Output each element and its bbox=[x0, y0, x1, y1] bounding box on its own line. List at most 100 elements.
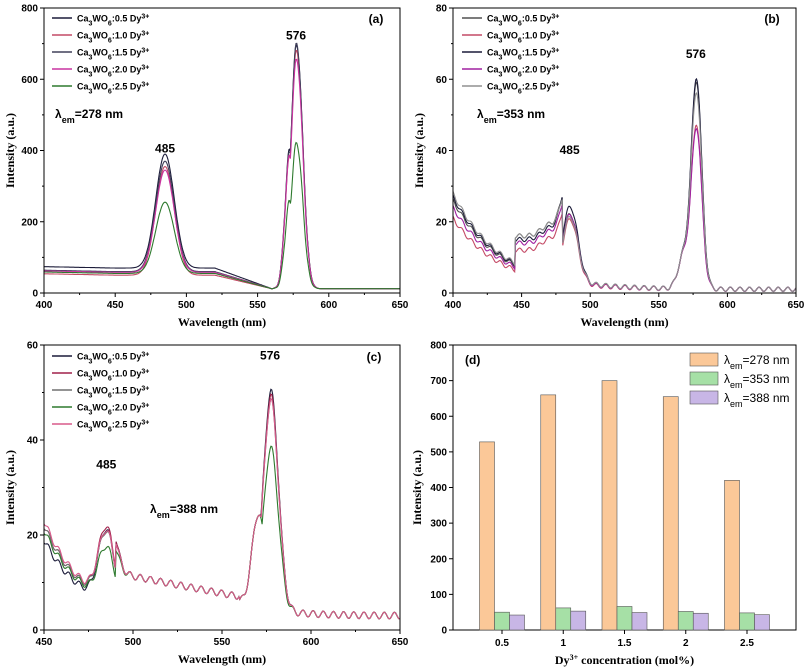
text-span: 3+ bbox=[551, 81, 559, 88]
excitation-label: λem=353 nm bbox=[477, 107, 545, 125]
peak-label: 576 bbox=[286, 28, 306, 42]
x-tick-label: 1.5 bbox=[618, 638, 632, 649]
text-span: 6 bbox=[518, 20, 522, 27]
text-span: 6 bbox=[108, 20, 112, 27]
legend-entry: Ca3WO6:2.0 Dy3+ bbox=[77, 402, 149, 416]
text-span: WO bbox=[502, 31, 518, 41]
legend-entry: λem=278 nm bbox=[724, 353, 790, 371]
y-tick-label: 0 bbox=[32, 289, 38, 300]
y-tick-label: 200 bbox=[21, 217, 38, 228]
legend-entry: Ca3WO6:2.5 Dy3+ bbox=[487, 81, 559, 95]
text-span: em bbox=[157, 510, 170, 520]
y-tick-label: 20 bbox=[436, 217, 448, 228]
legend-entry: Ca3WO6:1.0 Dy3+ bbox=[77, 368, 149, 382]
bar-2-1 bbox=[677, 611, 694, 631]
y-tick-label: 800 bbox=[21, 4, 38, 15]
text-span: :1.5 Dy bbox=[112, 48, 142, 58]
text-span: 6 bbox=[108, 392, 112, 399]
panel-label: (b) bbox=[764, 12, 779, 26]
bar-2-0 bbox=[662, 396, 679, 631]
text-span: Ca bbox=[77, 420, 89, 430]
text-span: Ca bbox=[77, 403, 89, 413]
text-span: WO bbox=[92, 82, 108, 92]
text-span: :0.5 Dy bbox=[112, 14, 142, 24]
text-span: Ca bbox=[487, 82, 499, 92]
y-tick-label: 100 bbox=[430, 590, 447, 601]
text-span: :0.5 Dy bbox=[522, 14, 552, 24]
text-span: 3 bbox=[499, 88, 503, 95]
x-tick-label: 1 bbox=[560, 638, 566, 649]
text-span: Ca bbox=[77, 14, 89, 24]
series-line-2.0 bbox=[44, 58, 400, 290]
text-span: concentration (mol%) bbox=[578, 653, 694, 667]
text-span: Ca bbox=[77, 31, 89, 41]
y-tick-label: 400 bbox=[21, 146, 38, 157]
text-span: 3+ bbox=[141, 419, 149, 426]
series-line-2.0 bbox=[43, 445, 400, 620]
bar-1-0 bbox=[540, 394, 557, 631]
text-span: 6 bbox=[108, 54, 112, 61]
y-tick-label: 40 bbox=[27, 436, 39, 447]
panel-label: (a) bbox=[369, 12, 384, 26]
series-line-2.5 bbox=[452, 92, 797, 293]
panel-4: 0.5 1 1.5 2 2.5 0 100 200 300 400 500 600 700 800 Dy3+… bbox=[410, 341, 797, 668]
legend-entry: λem=388 nm bbox=[724, 391, 790, 409]
series-line-1.0 bbox=[452, 124, 797, 293]
y-tick-label: 600 bbox=[430, 412, 447, 423]
text-span: 3+ bbox=[551, 13, 559, 20]
bar-1.5-0 bbox=[601, 380, 618, 631]
peak-label: 485 bbox=[96, 458, 116, 472]
text-span: 3+ bbox=[141, 30, 149, 37]
legend-entry: Ca3WO6:1.5 Dy3+ bbox=[487, 47, 559, 61]
x-tick-label: 2 bbox=[683, 638, 689, 649]
x-tick-label: 650 bbox=[392, 637, 409, 648]
y-axis-label: Intensity (a.u.) bbox=[3, 113, 17, 188]
panel-3: 450 500 550 600 650 0 20 40 60 Wavelength (nm) Int… bbox=[3, 341, 409, 667]
text-span: 6 bbox=[518, 54, 522, 61]
text-span: em bbox=[62, 115, 75, 125]
y-tick-label: 0 bbox=[441, 626, 447, 637]
legend-entry: Ca3WO6:2.0 Dy3+ bbox=[487, 64, 559, 78]
text-span: 3+ bbox=[141, 368, 149, 375]
legend-entry: Ca3WO6:0.5 Dy3+ bbox=[77, 13, 149, 27]
text-span: :2.0 Dy bbox=[112, 403, 142, 413]
panel-label: (d) bbox=[465, 353, 480, 367]
text-span: λ bbox=[477, 107, 484, 121]
text-span: :1.5 Dy bbox=[112, 386, 142, 396]
y-tick-label: 400 bbox=[430, 483, 447, 494]
y-axis-label: Intensity (a.u.) bbox=[3, 450, 17, 525]
text-span: WO bbox=[92, 369, 108, 379]
text-span: 3 bbox=[499, 54, 503, 61]
text-span: em bbox=[730, 361, 743, 371]
text-span: 6 bbox=[518, 71, 522, 78]
x-tick-label: 600 bbox=[303, 637, 320, 648]
text-span: =278 nm bbox=[75, 107, 123, 121]
text-span: Ca bbox=[77, 369, 89, 379]
text-span: 3 bbox=[89, 375, 93, 382]
text-span: 6 bbox=[108, 375, 112, 382]
text-span: 6 bbox=[518, 88, 522, 95]
x-axis-label: Wavelength (nm) bbox=[580, 315, 668, 329]
peak-label: 576 bbox=[686, 47, 706, 61]
peak-label: 485 bbox=[560, 143, 580, 157]
text-span: 3+ bbox=[141, 402, 149, 409]
legend-entry: Ca3WO6:0.5 Dy3+ bbox=[77, 351, 149, 365]
bar-1.5-2 bbox=[631, 612, 648, 631]
text-span: Ca bbox=[77, 352, 89, 362]
text-span: 3 bbox=[89, 426, 93, 433]
y-tick-label: 20 bbox=[27, 531, 39, 542]
legend-entry: Ca3WO6:1.0 Dy3+ bbox=[487, 30, 559, 44]
legend-entry: Ca3WO6:2.0 Dy3+ bbox=[77, 64, 149, 78]
y-axis-label: Intensity (a.u.) bbox=[412, 113, 426, 188]
x-axis-label: Dy3+ concentration (mol%) bbox=[555, 653, 694, 668]
bar-0.5-0 bbox=[479, 441, 495, 631]
y-tick-label: 200 bbox=[430, 554, 447, 565]
text-span: 3 bbox=[89, 409, 93, 416]
x-tick-label: 550 bbox=[650, 300, 667, 311]
text-span: em bbox=[484, 115, 497, 125]
series-line-2.5 bbox=[43, 397, 400, 620]
x-axis-label: Wavelength (nm) bbox=[178, 652, 266, 666]
y-tick-label: 80 bbox=[436, 4, 448, 15]
text-span: 6 bbox=[518, 37, 522, 44]
text-span: 3 bbox=[89, 392, 93, 399]
